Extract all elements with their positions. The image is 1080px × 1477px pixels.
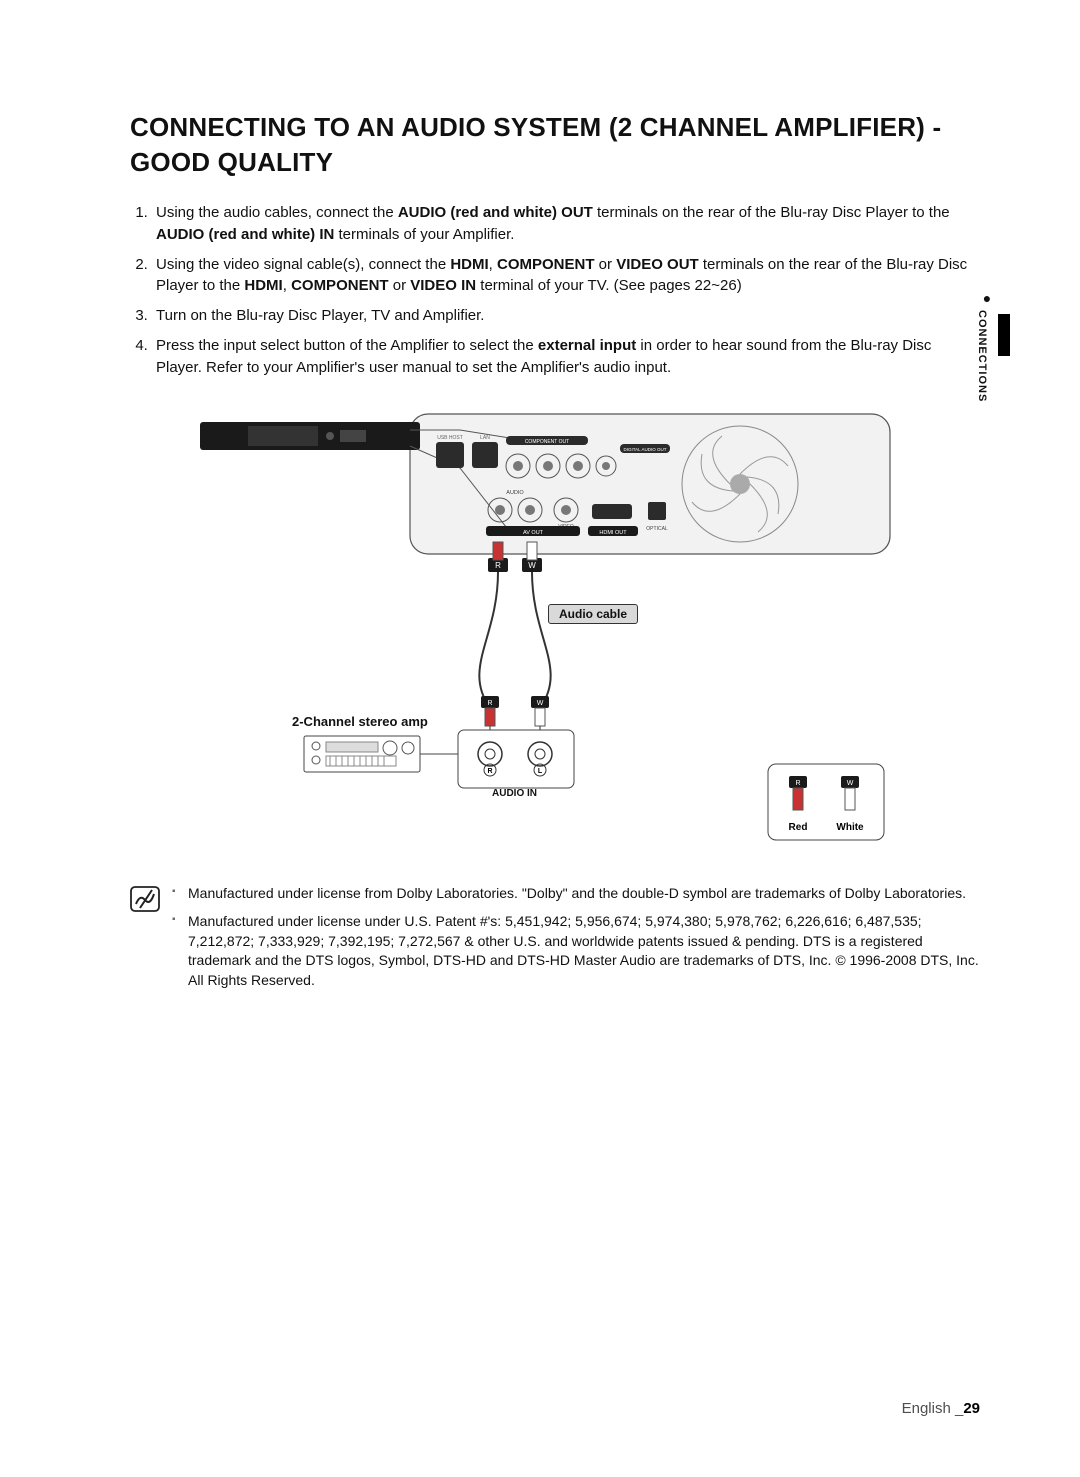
- svg-text:R: R: [795, 780, 800, 787]
- svg-text:W: W: [537, 700, 544, 707]
- note-item: Manufactured under license under U.S. Pa…: [172, 912, 980, 990]
- svg-text:White: White: [836, 822, 864, 833]
- step-3: Turn on the Blu-ray Disc Player, TV and …: [152, 305, 980, 327]
- page-title: CONNECTING TO AN AUDIO SYSTEM (2 CHANNEL…: [130, 110, 980, 180]
- footer-page: 29: [963, 1400, 980, 1417]
- svg-text:COMPONENT OUT: COMPONENT OUT: [525, 439, 569, 445]
- audio-in-label: AUDIO IN: [492, 788, 537, 799]
- note-item: Manufactured under license from Dolby La…: [172, 884, 980, 904]
- step-1: Using the audio cables, connect the AUDI…: [152, 202, 980, 246]
- tab-label: CONNECTIONS: [976, 310, 988, 402]
- step-2: Using the video signal cable(s), connect…: [152, 254, 980, 298]
- svg-text:AV OUT: AV OUT: [523, 530, 544, 536]
- step-4: Press the input select button of the Amp…: [152, 335, 980, 379]
- amp-label: 2-Channel stereo amp: [292, 714, 428, 729]
- svg-text:OPTICAL: OPTICAL: [646, 526, 668, 532]
- svg-text:USB HOST: USB HOST: [437, 435, 463, 441]
- svg-text:DIGITAL AUDIO OUT: DIGITAL AUDIO OUT: [623, 447, 666, 452]
- svg-text:R: R: [487, 768, 492, 775]
- svg-text:R: R: [495, 561, 501, 570]
- svg-text:HDMI OUT: HDMI OUT: [599, 530, 627, 536]
- svg-text:R: R: [487, 700, 492, 707]
- svg-text:L: L: [538, 768, 543, 775]
- tab-bullet: ●: [976, 290, 998, 306]
- audio-cable-label: Audio cable: [548, 604, 638, 624]
- footer-lang: English _: [902, 1400, 964, 1417]
- note-list: Manufactured under license from Dolby La…: [172, 884, 980, 998]
- svg-text:Red: Red: [789, 822, 808, 833]
- section-tab: ● CONNECTIONS: [976, 290, 998, 430]
- svg-text:W: W: [847, 780, 854, 787]
- note-icon: [130, 886, 162, 998]
- page-footer: English _29: [902, 1400, 980, 1417]
- instruction-list: Using the audio cables, connect the AUDI…: [130, 202, 980, 378]
- thumb-index-marker: [998, 314, 1010, 356]
- svg-text:AUDIO: AUDIO: [506, 490, 524, 496]
- svg-text:W: W: [528, 561, 536, 570]
- connection-diagram: USB HOST LAN COMPONENT OUT DIGITAL AUDIO…: [200, 408, 900, 848]
- svg-text:LAN: LAN: [480, 435, 490, 441]
- manual-page: CONNECTING TO AN AUDIO SYSTEM (2 CHANNEL…: [0, 0, 1080, 1477]
- notes-block: Manufactured under license from Dolby La…: [130, 884, 980, 998]
- diagram-svg: USB HOST LAN COMPONENT OUT DIGITAL AUDIO…: [200, 408, 900, 848]
